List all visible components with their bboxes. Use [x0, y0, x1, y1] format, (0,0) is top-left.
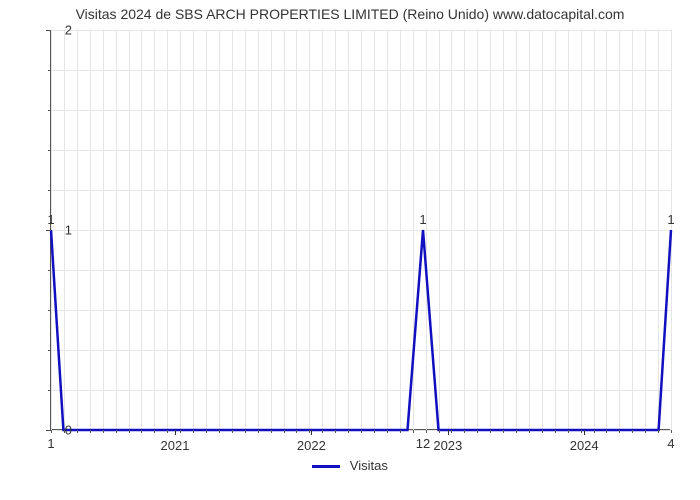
legend: Visitas [0, 458, 700, 473]
y-tick-label: 1 [52, 223, 72, 238]
legend-label: Visitas [350, 458, 388, 473]
y-tick-label: 2 [52, 23, 72, 38]
x-tick-label: 2022 [297, 438, 326, 453]
peak-value-label: 1 [419, 212, 426, 227]
chart-title: Visitas 2024 de SBS ARCH PROPERTIES LIMI… [0, 0, 700, 22]
data-point-label: 12 [416, 436, 430, 451]
y-tick-label: 0 [52, 423, 72, 438]
peak-value-label: 1 [667, 212, 674, 227]
data-point-label: 1 [47, 436, 54, 451]
x-tick-label: 2021 [161, 438, 190, 453]
x-tick-label: 2024 [570, 438, 599, 453]
data-point-label: 4 [667, 436, 674, 451]
plot-region: 2021202220232024 1124111 [50, 30, 670, 430]
line-series [51, 30, 671, 430]
legend-swatch [312, 465, 340, 468]
chart-area: 2021202220232024 1124111 [50, 30, 670, 430]
x-tick-label: 2023 [433, 438, 462, 453]
